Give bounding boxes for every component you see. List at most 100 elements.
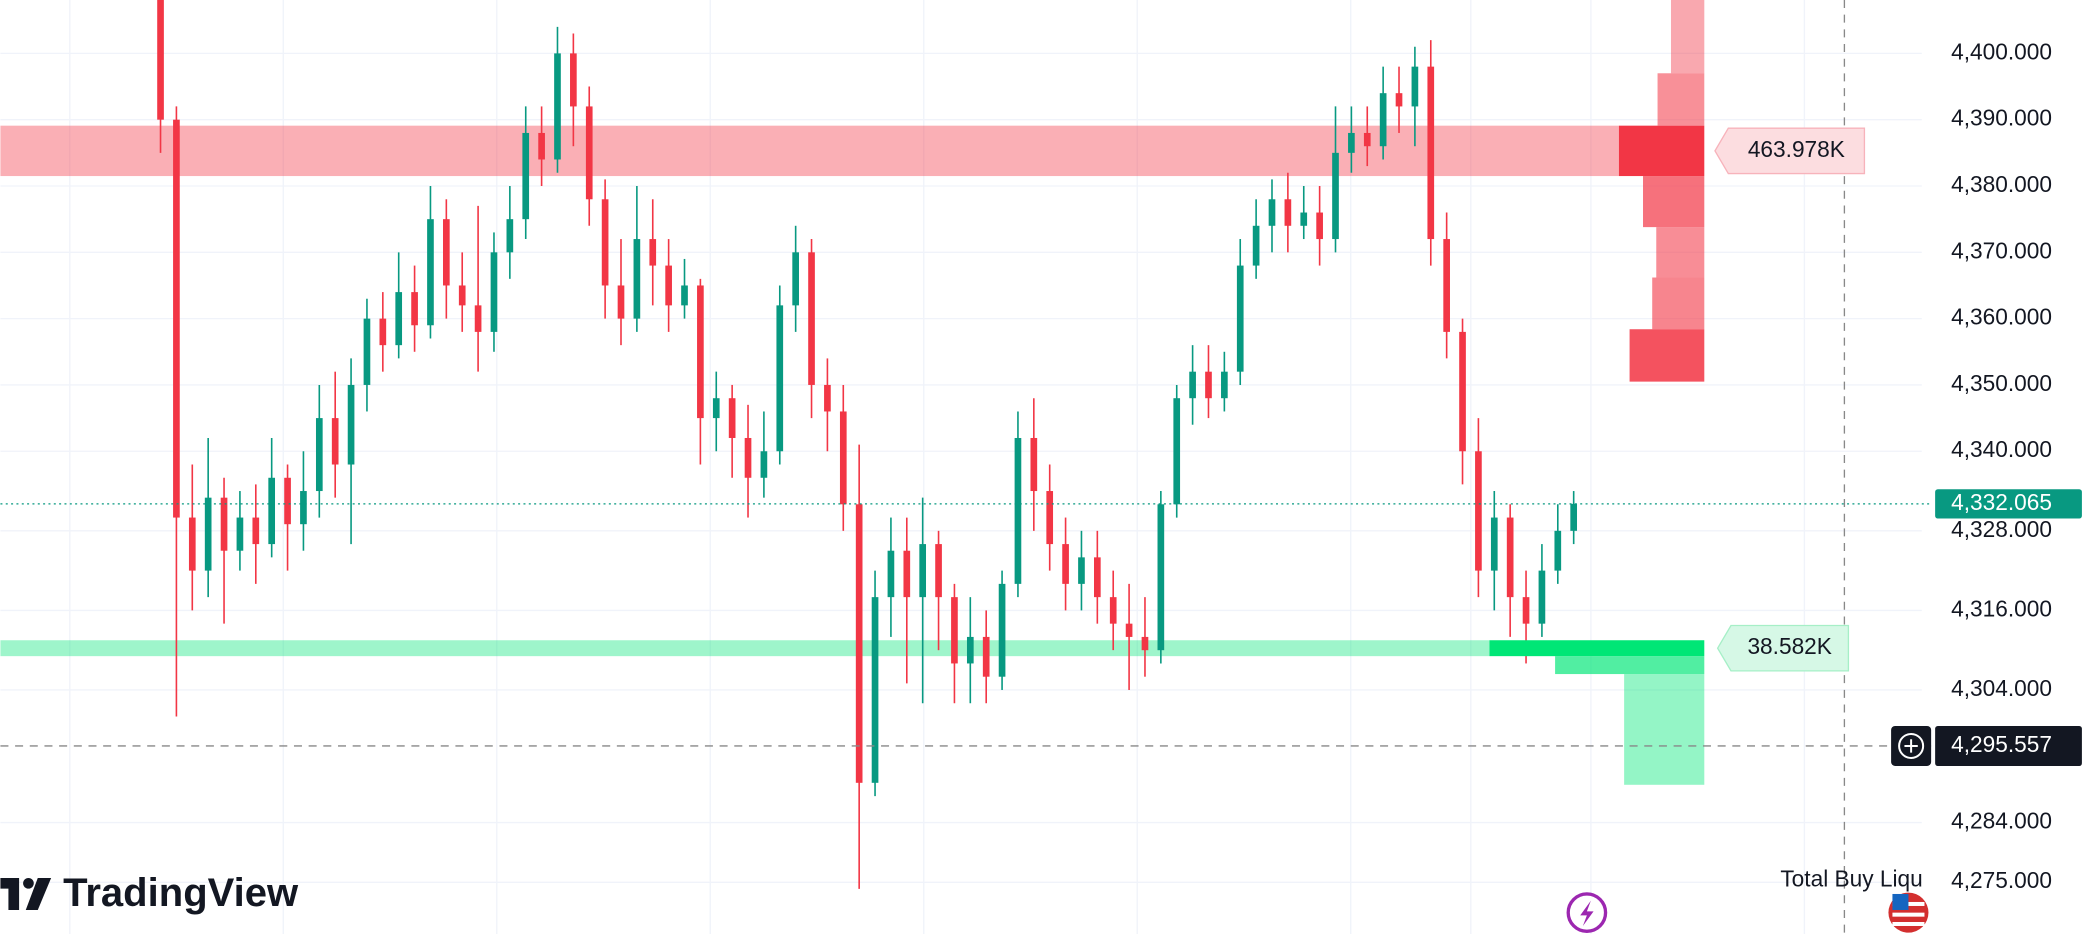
logo-icon <box>23 877 34 889</box>
candle-body <box>458 285 466 306</box>
y-tick-label: 4,284.000 <box>1951 808 2052 834</box>
legend-text: Total Buy Liqu <box>1780 866 1922 892</box>
price-axis-labels: 4,400.000 4,390.000 4,380.000 4,370.000 4,36… <box>1951 38 2052 893</box>
candle-body <box>220 497 228 551</box>
flag-stripe <box>1892 912 1925 917</box>
candle-body <box>427 219 434 326</box>
candle-body <box>951 597 958 664</box>
overlay: 463.978K 38.582K <box>0 127 1933 747</box>
candle-body <box>1570 503 1578 531</box>
candle-body <box>585 106 593 200</box>
candle-body <box>490 252 498 332</box>
liquidity-label: 463.978K <box>1748 136 1845 162</box>
candle-body <box>554 53 561 160</box>
candle-body <box>363 318 371 385</box>
candle-body <box>760 451 768 478</box>
logo-icon <box>0 877 20 910</box>
candle-body <box>1538 570 1546 624</box>
liquidity-bar <box>1652 277 1705 330</box>
liquidity-zone <box>0 125 1619 177</box>
candle-body <box>474 305 482 332</box>
lightning-glyph <box>1580 900 1594 926</box>
candle-body <box>681 285 688 306</box>
candle-body <box>1236 265 1244 372</box>
candle-body <box>966 636 974 664</box>
candle-body <box>776 305 784 452</box>
candle-body <box>617 285 625 319</box>
liquidity-bar <box>1555 656 1705 675</box>
y-tick-label: 4,328.000 <box>1951 516 2052 542</box>
candle-body <box>1221 371 1228 399</box>
liquidity-bar <box>1657 73 1705 126</box>
y-tick-label: 4,304.000 <box>1951 675 2052 701</box>
candle-body <box>1046 491 1054 545</box>
candle-body <box>1014 437 1022 584</box>
candle-body <box>522 132 530 220</box>
crosshair-price-tag <box>1935 725 2082 766</box>
candle-body <box>188 517 196 571</box>
liquidity-profile <box>1489 0 1705 785</box>
candle-body <box>1554 530 1562 571</box>
candle-body <box>855 504 863 783</box>
candle-body <box>1332 152 1339 240</box>
bottom-icons <box>1566 892 1929 933</box>
y-tick-label: 4,350.000 <box>1951 370 2052 396</box>
candle-body <box>633 239 641 319</box>
candle-body <box>538 132 545 160</box>
candle-body <box>1379 93 1387 147</box>
liquidity-zone <box>0 640 1490 657</box>
candle-body <box>379 318 387 346</box>
candle-body <box>919 544 927 598</box>
vertical-grid <box>69 0 1806 934</box>
candle-body <box>1443 239 1450 332</box>
last-price-label: 4,332.065 <box>1951 489 2052 515</box>
candle-body <box>1348 132 1355 153</box>
candle-body <box>1173 398 1181 505</box>
candle-body <box>697 285 704 419</box>
y-tick-label: 4,380.000 <box>1951 171 2052 197</box>
flag-stripe <box>1892 921 1925 926</box>
candle-body <box>1427 66 1435 240</box>
y-tick-label: 4,340.000 <box>1951 436 2052 462</box>
candle-body <box>570 53 577 107</box>
y-tick-label: 4,275.000 <box>1951 867 2052 893</box>
candle-body <box>792 252 799 306</box>
candle-body <box>871 597 879 783</box>
candle-body <box>1395 93 1403 107</box>
liquidity-bar <box>1643 176 1705 228</box>
liquidity-bar <box>1624 674 1705 785</box>
candle-body <box>744 437 752 478</box>
candles <box>157 0 1578 889</box>
candle-body <box>839 411 847 505</box>
candle-body <box>998 583 1006 677</box>
price-axis <box>1932 0 2093 934</box>
candle-body <box>1252 225 1260 266</box>
candle-body <box>268 477 276 545</box>
candle-body <box>411 292 418 326</box>
candle-body <box>1522 597 1530 624</box>
candle-body <box>1094 557 1101 598</box>
candle-body <box>1125 623 1133 637</box>
candle-body <box>1490 517 1498 571</box>
candle-body <box>157 0 164 120</box>
candle-body <box>1506 517 1514 598</box>
y-tick-label: 4,370.000 <box>1951 237 2052 263</box>
candle-body <box>903 550 911 598</box>
liquidity-tag <box>1714 127 1866 175</box>
candle-body <box>1316 212 1323 240</box>
candle-body <box>236 517 244 551</box>
candle-body <box>1030 437 1038 492</box>
candle-body <box>1268 199 1276 226</box>
candle-body <box>887 550 895 598</box>
candle-body <box>808 252 815 385</box>
candle-body <box>824 384 831 412</box>
candle-body <box>204 497 212 571</box>
flag-canton <box>1892 893 1909 910</box>
candle-body <box>1078 557 1085 584</box>
candle-body <box>252 517 260 545</box>
crosshair-plus-icon <box>1898 732 1925 759</box>
candle-body <box>665 265 672 306</box>
liquidity-bar <box>1629 329 1705 382</box>
